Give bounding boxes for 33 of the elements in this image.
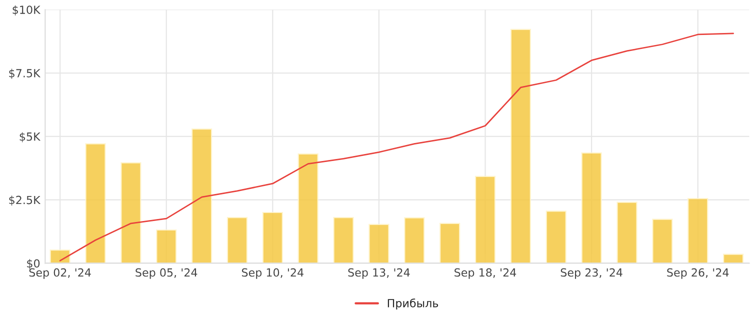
y-tick-label: $5K — [20, 132, 41, 142]
y-tick-label: $2.5K — [9, 196, 41, 206]
bar — [368, 224, 390, 264]
bar — [333, 217, 354, 264]
bar — [510, 28, 531, 264]
bar — [191, 128, 212, 264]
line-series — [59, 32, 734, 262]
bar — [688, 198, 708, 264]
x-tick-label: Sep 02, '24 — [29, 268, 91, 279]
y-tick-label: $10K — [12, 5, 41, 16]
x-tick-label: Sep 23, '24 — [560, 268, 622, 279]
y-tick-label: $7.5K — [9, 68, 41, 79]
bar — [652, 218, 673, 264]
x-tick-label: Sep 18, '24 — [454, 268, 516, 279]
x-tick-label: Sep 26, '24 — [667, 268, 729, 279]
bar — [262, 212, 283, 264]
bar — [120, 162, 142, 264]
bar — [440, 222, 460, 264]
y-tick-label: $0 — [27, 259, 40, 270]
bar — [298, 153, 318, 264]
bar — [546, 210, 566, 264]
bar — [85, 143, 106, 264]
bar — [474, 176, 496, 264]
x-tick-label: Sep 13, '24 — [348, 268, 410, 279]
bar — [722, 254, 744, 264]
x-tick-label: Sep 10, '24 — [242, 268, 304, 279]
bar — [156, 229, 177, 264]
bar — [226, 217, 248, 264]
bar — [404, 217, 425, 264]
legend-label: Прибыль — [388, 298, 438, 310]
bar — [581, 152, 602, 264]
x-tick-label: Sep 05, '24 — [136, 268, 198, 279]
bar — [616, 202, 638, 264]
